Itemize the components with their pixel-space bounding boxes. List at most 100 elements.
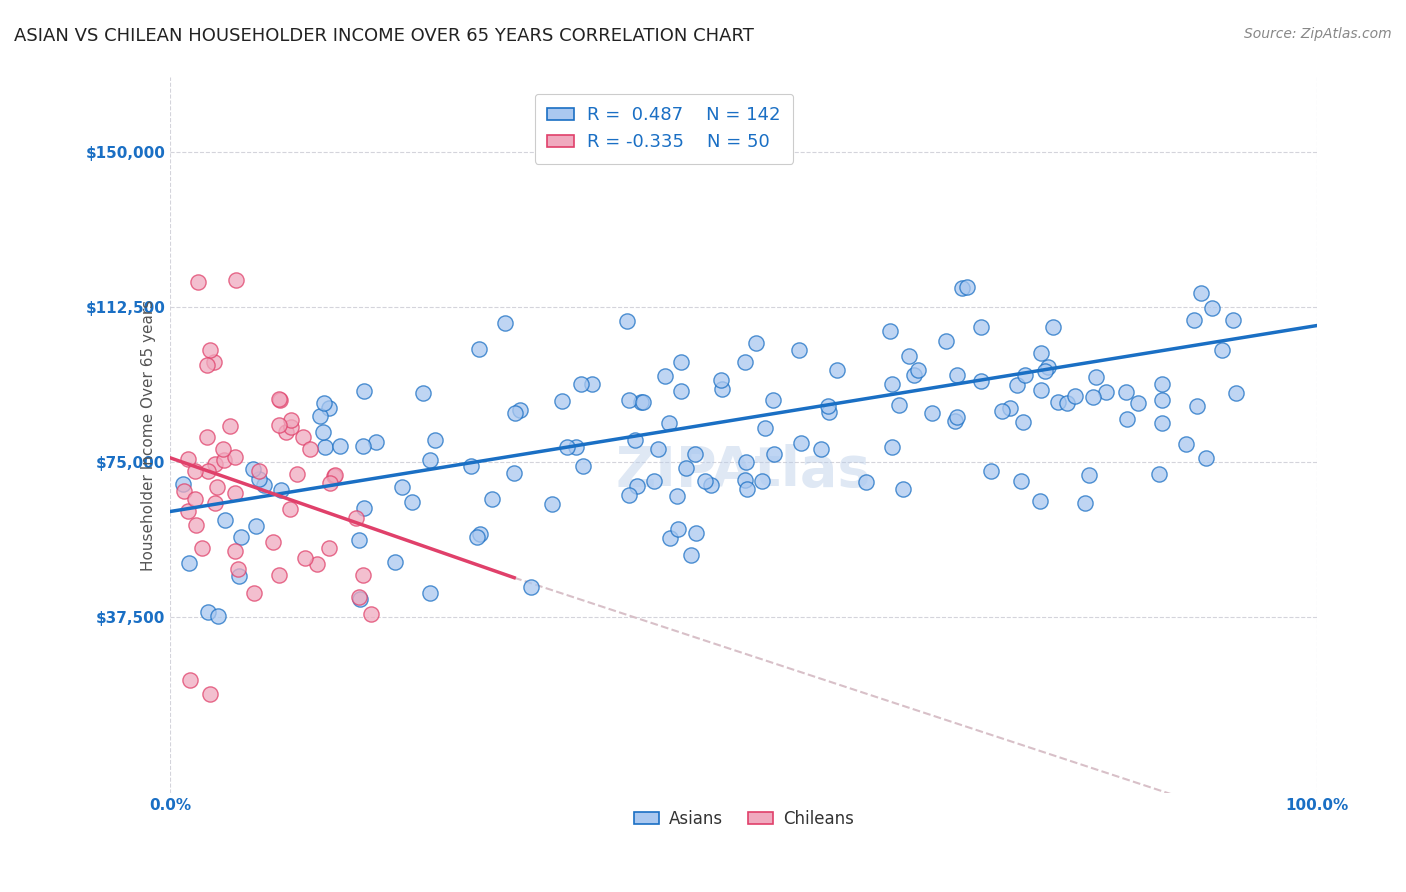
Point — [285, 467, 308, 482]
Point — [253, 478, 276, 492]
Point — [1038, 359, 1060, 374]
Point — [1011, 415, 1033, 429]
Point — [198, 687, 221, 701]
Point — [630, 395, 652, 409]
Point — [1042, 319, 1064, 334]
Point — [224, 450, 246, 465]
Point — [391, 480, 413, 494]
Point — [898, 349, 921, 363]
Point — [1056, 395, 1078, 409]
Point — [669, 354, 692, 368]
Point — [269, 392, 291, 406]
Point — [565, 441, 588, 455]
Point — [735, 482, 758, 496]
Point — [1046, 395, 1069, 409]
Point — [1094, 385, 1116, 400]
Point — [364, 434, 387, 449]
Point — [468, 342, 491, 356]
Point — [197, 464, 219, 478]
Point — [1174, 437, 1197, 451]
Point — [468, 527, 491, 541]
Point — [817, 399, 839, 413]
Point — [225, 272, 247, 286]
Point — [1195, 451, 1218, 466]
Point — [675, 461, 697, 475]
Point — [267, 568, 290, 582]
Point — [1225, 386, 1247, 401]
Point — [318, 401, 340, 416]
Point — [654, 369, 676, 384]
Point — [1014, 368, 1036, 382]
Y-axis label: Householder Income Over 65 years: Householder Income Over 65 years — [141, 300, 156, 571]
Point — [228, 568, 250, 582]
Point — [1000, 401, 1022, 415]
Point — [226, 561, 249, 575]
Point — [412, 385, 434, 400]
Point — [990, 404, 1012, 418]
Point — [520, 580, 543, 594]
Point — [683, 447, 706, 461]
Point — [187, 275, 209, 289]
Point — [1077, 467, 1099, 482]
Point — [298, 442, 321, 457]
Point — [970, 374, 993, 388]
Point — [195, 430, 218, 444]
Point — [1115, 412, 1137, 426]
Point — [294, 551, 316, 566]
Point — [179, 673, 201, 687]
Point — [946, 368, 969, 382]
Text: ASIAN VS CHILEAN HOUSEHOLDER INCOME OVER 65 YEARS CORRELATION CHART: ASIAN VS CHILEAN HOUSEHOLDER INCOME OVER… — [14, 27, 754, 45]
Point — [224, 485, 246, 500]
Point — [204, 496, 226, 510]
Point — [214, 513, 236, 527]
Point — [503, 406, 526, 420]
Point — [1033, 364, 1056, 378]
Point — [1085, 370, 1108, 384]
Point — [617, 393, 640, 408]
Point — [581, 376, 603, 391]
Point — [314, 440, 336, 454]
Point — [709, 373, 731, 387]
Point — [1029, 383, 1052, 397]
Point — [460, 459, 482, 474]
Point — [211, 442, 233, 456]
Point — [969, 319, 991, 334]
Point — [1182, 313, 1205, 327]
Point — [1115, 385, 1137, 400]
Point — [262, 535, 284, 549]
Point — [274, 425, 297, 440]
Point — [762, 392, 785, 407]
Point — [314, 396, 336, 410]
Point — [810, 442, 832, 457]
Point — [184, 517, 207, 532]
Point — [950, 280, 973, 294]
Point — [242, 462, 264, 476]
Point — [243, 586, 266, 600]
Point — [679, 548, 702, 562]
Point — [879, 325, 901, 339]
Point — [617, 488, 640, 502]
Point — [643, 474, 665, 488]
Point — [190, 541, 212, 556]
Text: ZIPAtlas: ZIPAtlas — [616, 444, 872, 498]
Point — [946, 409, 969, 424]
Point — [887, 398, 910, 412]
Point — [202, 355, 225, 369]
Point — [658, 417, 681, 431]
Point — [855, 475, 877, 490]
Point — [623, 433, 645, 447]
Point — [647, 442, 669, 457]
Point — [352, 567, 374, 582]
Point — [1081, 390, 1104, 404]
Point — [280, 420, 302, 434]
Point — [231, 530, 253, 544]
Point — [481, 491, 503, 506]
Point — [245, 519, 267, 533]
Point — [1063, 388, 1085, 402]
Text: Source: ZipAtlas.com: Source: ZipAtlas.com — [1244, 27, 1392, 41]
Point — [205, 480, 228, 494]
Point — [882, 376, 904, 391]
Point — [219, 418, 242, 433]
Point — [419, 586, 441, 600]
Point — [419, 453, 441, 467]
